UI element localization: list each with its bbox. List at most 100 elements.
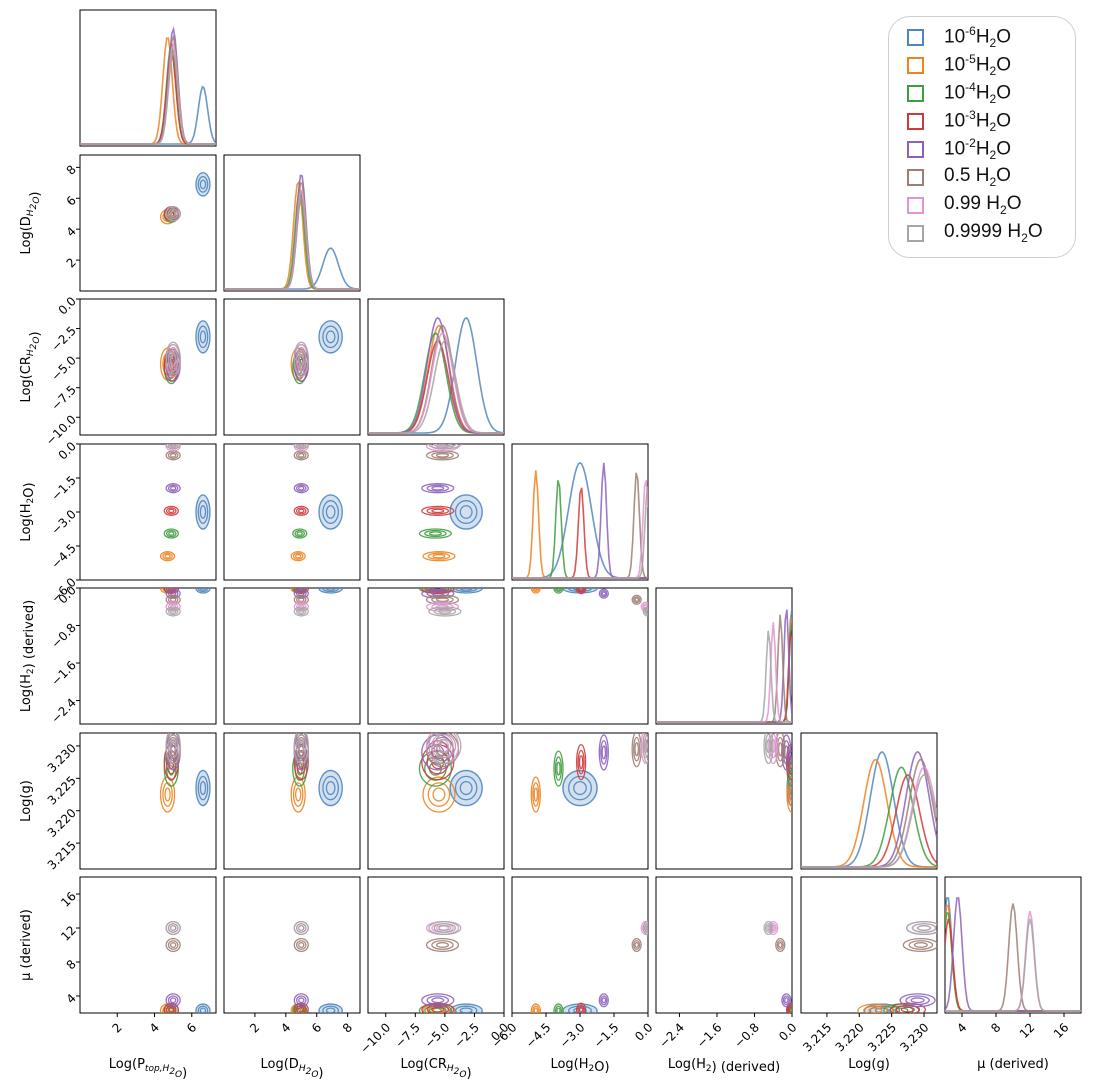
x-tick-label: −1.6 — [694, 1020, 725, 1051]
y-axis-label-mu: μ (derived) — [19, 909, 34, 981]
contour-6-0 — [768, 733, 779, 765]
contour-3-2 — [900, 1006, 915, 1013]
contour-3-0 — [575, 1002, 587, 1013]
legend-swatch — [907, 56, 924, 74]
contour-3-0 — [575, 588, 587, 595]
x-tick-label: 3.215 — [800, 1020, 834, 1054]
contour-0-2 — [199, 588, 207, 591]
contour-5-1 — [167, 451, 179, 459]
contour-3-2 — [578, 755, 584, 770]
y-tick-label: 0.0 — [56, 294, 79, 317]
contour-3-0 — [163, 588, 179, 595]
contour-4-1 — [167, 995, 179, 1006]
contour-7-2 — [169, 738, 177, 754]
contour-7-0 — [165, 606, 181, 617]
panel-content — [530, 588, 648, 617]
contour-2-0 — [553, 750, 564, 787]
panel-g-vs-g — [800, 732, 938, 870]
x-tick-label: 3.230 — [897, 1020, 931, 1054]
panel-frame — [223, 876, 361, 1014]
contour-5-1 — [431, 451, 454, 459]
panel-mu-vs-h2: −2.4 −1.6 −0.8 0.0 — [655, 876, 800, 1051]
contour-4-1 — [782, 995, 791, 1006]
contour-3-0 — [421, 505, 455, 517]
contour-3-1 — [787, 1004, 792, 1013]
contour-7-2 — [766, 738, 771, 754]
marginal-curve-mu-7 — [945, 918, 1081, 1012]
contour-0-0 — [195, 172, 211, 197]
contour-7-0 — [428, 920, 462, 936]
contour-7-2 — [298, 609, 305, 614]
contour-7-2 — [298, 444, 305, 447]
legend-label: 0.99 H2O — [944, 193, 1022, 217]
contour-5-0 — [631, 937, 642, 953]
marginal-curve-h2-7 — [656, 630, 792, 723]
contour-4-2 — [431, 997, 445, 1004]
density-fill-0 — [195, 319, 211, 354]
x-tick-label: −6.0 — [489, 1020, 520, 1051]
contour-3-1 — [295, 1004, 307, 1013]
legend-label: 0.9999 H2O — [944, 221, 1043, 245]
contour-5-2 — [777, 942, 783, 948]
y-tick-label: −0.8 — [48, 621, 79, 652]
contour-7-0 — [763, 733, 774, 765]
x-axis-label-g: Log(g) — [848, 1057, 890, 1072]
panel-content — [801, 751, 937, 868]
panel-frame — [367, 876, 505, 1014]
contour-5-1 — [633, 940, 641, 950]
contour-0-0 — [318, 1003, 343, 1013]
contour-2-0 — [292, 528, 308, 539]
contour-7-1 — [433, 444, 457, 448]
contour-1-2 — [533, 588, 539, 591]
legend: 10-6H2O 10-5H2O 10-4H2O 10-3H2O 10-2H2O 0.5 H… — [888, 16, 1076, 258]
contour-7-1 — [644, 733, 648, 759]
contour-1-0 — [786, 776, 792, 813]
contour-4-0 — [781, 993, 792, 1008]
contour-1-2 — [294, 787, 302, 802]
panel-frame — [223, 587, 361, 725]
contour-5-2 — [913, 942, 928, 948]
panel-content — [656, 608, 792, 723]
contour-0-0 — [195, 588, 211, 594]
panel-h2o-vs-h2o — [511, 443, 649, 581]
contour-2-1 — [294, 529, 306, 538]
contour-7-2 — [916, 925, 932, 931]
x-tick-label: 16 — [1051, 1020, 1072, 1041]
panel-mu-vs-cr: −10.0 −7.5 −5.0 −2.5 0.0 — [357, 876, 512, 1056]
y-tick-label: −10.0 — [43, 412, 79, 448]
panel-frame — [79, 154, 217, 292]
contour-7-1 — [295, 607, 307, 616]
x-tick-label: 0.0 — [776, 1020, 799, 1043]
contour-7-2 — [169, 609, 177, 614]
legend-item: 10-2H2O — [907, 135, 1075, 163]
contour-0-0 — [195, 320, 211, 354]
legend-label: 10-3H2O — [944, 107, 1012, 135]
contour-5-0 — [631, 594, 642, 605]
x-tick-label: 2 — [109, 1020, 124, 1035]
legend-label: 10-6H2O — [944, 23, 1012, 51]
contour-3-2 — [168, 1006, 175, 1013]
contour-3-2 — [168, 508, 175, 514]
contour-3-0 — [575, 744, 587, 781]
contour-3-2 — [578, 588, 584, 592]
contour-1-0 — [530, 1003, 541, 1013]
contour-0-2 — [199, 505, 207, 519]
legend-item: 10-3H2O — [907, 107, 1075, 135]
contour-4-1 — [426, 484, 450, 492]
contour-0-2 — [325, 1007, 336, 1013]
contour-0-2 — [459, 505, 473, 519]
contour-7-0 — [428, 733, 462, 765]
contour-5-2 — [436, 942, 450, 948]
y-tick-label: −2.4 — [48, 696, 79, 727]
contour-5-1 — [295, 940, 307, 950]
marginal-curve-h2o-7 — [512, 486, 648, 579]
contour-5-2 — [298, 942, 305, 948]
x-tick-label: 3.225 — [865, 1020, 899, 1054]
y-tick-label: 12 — [58, 923, 79, 944]
contour-7-2 — [645, 925, 648, 931]
contour-0-2 — [874, 1007, 890, 1013]
legend-item: 10-6H2O — [907, 23, 1075, 51]
y-tick-label: 4 — [64, 991, 79, 1006]
contour-6-0 — [293, 601, 309, 612]
contour-3-0 — [293, 744, 309, 781]
